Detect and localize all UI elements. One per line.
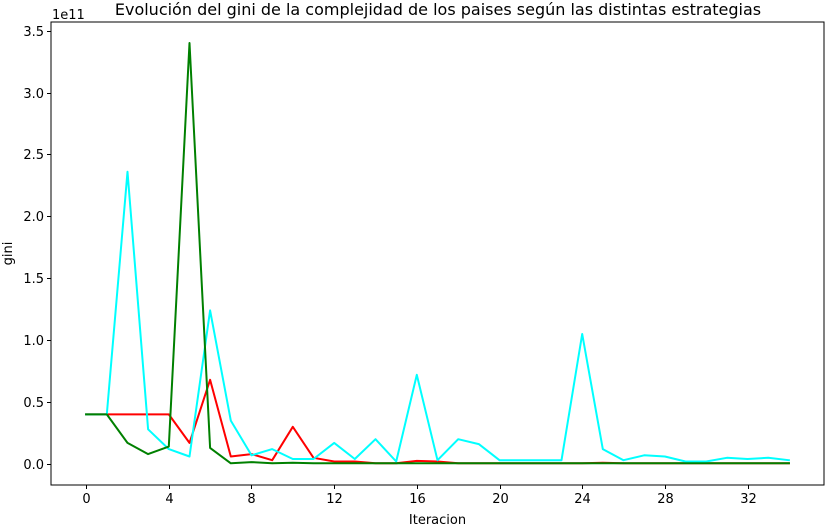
x-tick-label: 16 — [409, 492, 426, 507]
x-tick-label: 20 — [492, 492, 509, 507]
series-line-red — [85, 378, 790, 465]
plot-frame — [50, 21, 825, 486]
series-line-cyan — [85, 170, 791, 463]
y-tick-label: 2.0 — [23, 210, 44, 225]
x-axis-label: Iteracion — [409, 513, 466, 528]
x-tick-label: 8 — [247, 492, 255, 507]
x-tick-label: 12 — [326, 492, 343, 507]
y-tick-label: 0.0 — [23, 458, 44, 473]
y-tick-label: 3.0 — [23, 87, 44, 102]
chart-title: Evolución del gini de la complejidad de … — [115, 0, 761, 19]
x-tick-label: 32 — [740, 492, 757, 507]
series-line-green — [85, 42, 790, 465]
y-tick-label: 1.0 — [23, 334, 44, 349]
axes-ticks: 0 4 8 12 16 20 24 28 32 0.0 0.5 1.0 1.5 2.0 2.5 3.0 3.5 — [23, 25, 756, 507]
y-tick-label: 2.5 — [23, 148, 44, 163]
x-tick-label: 0 — [82, 492, 90, 507]
y-tick-label: 0.5 — [23, 396, 44, 411]
y-axis-offset-label: 1e11 — [52, 8, 85, 23]
y-axis-label: gini — [1, 242, 16, 266]
y-tick-label: 3.5 — [23, 25, 44, 40]
x-tick-label: 28 — [657, 492, 674, 507]
y-tick-label: 1.5 — [23, 272, 44, 287]
x-tick-label: 4 — [165, 492, 173, 507]
series-lines — [85, 42, 791, 465]
x-tick-label: 24 — [574, 492, 591, 507]
